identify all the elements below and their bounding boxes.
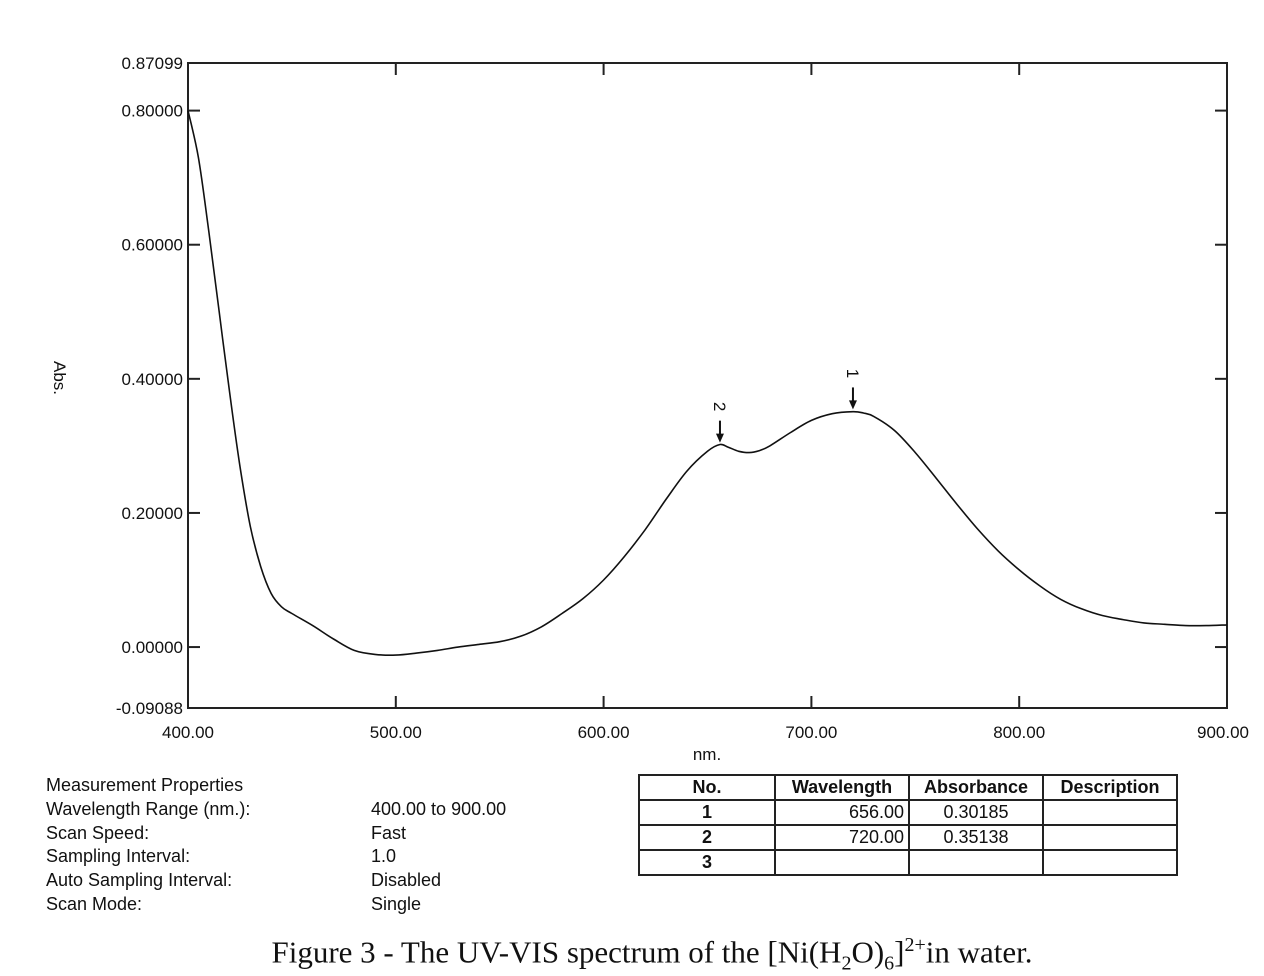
caption-mid: O): [851, 934, 885, 970]
cell-absorbance: 0.30185: [908, 799, 1044, 826]
property-value: Disabled: [371, 870, 442, 891]
property-row: Scan Mode: Single: [46, 893, 566, 917]
y-tick-label: 0.40000: [122, 370, 183, 389]
peak-table-header: No. Wavelength Absorbance Description: [638, 774, 1178, 801]
property-row: Scan Speed: Fast: [46, 822, 566, 846]
figure-caption: Figure 3 - The UV-VIS spectrum of the [N…: [0, 934, 1264, 976]
table-row: 3: [638, 849, 1178, 876]
header-absorbance: Absorbance: [908, 774, 1044, 801]
y-tick-label: 0.60000: [122, 236, 183, 255]
x-tick-label: 500.00: [370, 723, 422, 742]
x-axis: 400.00 500.00 600.00 700.00 800.00 900.00: [162, 63, 1249, 742]
y-tick-label: 0.80000: [122, 102, 183, 121]
cell-description: [1042, 849, 1178, 876]
cell-no: 3: [638, 849, 776, 876]
y-tick-label: 0.87099: [122, 54, 183, 73]
table-row: 1 656.00 0.30185: [638, 799, 1178, 826]
absorbance-series-line: [187, 110, 1228, 656]
cell-description: [1042, 799, 1178, 826]
x-tick-label: 800.00: [993, 723, 1045, 742]
property-row: Auto Sampling Interval: Disabled: [46, 869, 566, 893]
caption-charge: 2+: [904, 934, 926, 956]
caption-sub-2: 2: [841, 952, 852, 975]
measurement-properties: Measurement Properties Wavelength Range …: [46, 774, 566, 917]
table-row: 2 720.00 0.35138: [638, 824, 1178, 851]
x-tick-label: 900.00: [1197, 723, 1249, 742]
cell-absorbance: [908, 849, 1044, 876]
spectrum-chart: 0.87099 0.80000 0.60000 0.40000 0.20000 0.000…: [50, 54, 1249, 764]
cell-no: 1: [638, 799, 776, 826]
property-value: Single: [371, 893, 422, 914]
y-axis: 0.87099 0.80000 0.60000 0.40000 0.20000 0.000…: [116, 54, 1227, 718]
x-axis-label: nm.: [693, 745, 721, 764]
caption-close: ]: [894, 934, 905, 970]
peak-table: No. Wavelength Absorbance Description 1 …: [638, 774, 1178, 876]
x-tick-label: 400.00: [162, 723, 214, 742]
property-label: Auto Sampling Interval:: [46, 870, 233, 891]
cell-no: 2: [638, 824, 776, 851]
property-row: Sampling Interval: 1.0: [46, 845, 566, 869]
y-tick-label: 0.00000: [122, 638, 183, 657]
x-tick-label: 600.00: [578, 723, 630, 742]
property-row: Wavelength Range (nm.): 400.00 to 900.00: [46, 798, 566, 822]
y-axis-label: Abs.: [50, 361, 69, 395]
cell-absorbance: 0.35138: [908, 824, 1044, 851]
header-no: No.: [638, 774, 776, 801]
cell-wavelength: [774, 849, 910, 876]
cell-wavelength: 656.00: [774, 799, 910, 826]
peak-label: 1: [843, 369, 862, 378]
property-value: 400.00 to 900.00: [371, 798, 507, 819]
header-wavelength: Wavelength: [774, 774, 910, 801]
property-value: 1.0: [371, 846, 397, 867]
x-tick-label: 700.00: [785, 723, 837, 742]
properties-title: Measurement Properties: [46, 775, 244, 795]
caption-suffix: in water.: [925, 934, 1033, 970]
property-label: Wavelength Range (nm.):: [46, 798, 251, 819]
plot-frame: [187, 62, 1228, 709]
caption-prefix: Figure 3 - The UV-VIS spectrum of the [N…: [271, 934, 842, 970]
peak-annotations: 12: [710, 369, 862, 443]
property-label: Scan Speed:: [46, 822, 150, 843]
header-description: Description: [1042, 774, 1178, 801]
property-label: Sampling Interval:: [46, 846, 191, 867]
cell-wavelength: 720.00: [774, 824, 910, 851]
peak-arrowhead: [848, 400, 857, 410]
caption-sub-6: 6: [884, 952, 895, 975]
y-tick-label: 0.20000: [122, 504, 183, 523]
peak-arrowhead: [715, 433, 724, 443]
property-label: Scan Mode:: [46, 893, 143, 914]
property-value: Fast: [371, 822, 407, 843]
y-tick-label: -0.09088: [116, 699, 183, 718]
peak-label: 2: [710, 402, 729, 411]
cell-description: [1042, 824, 1178, 851]
